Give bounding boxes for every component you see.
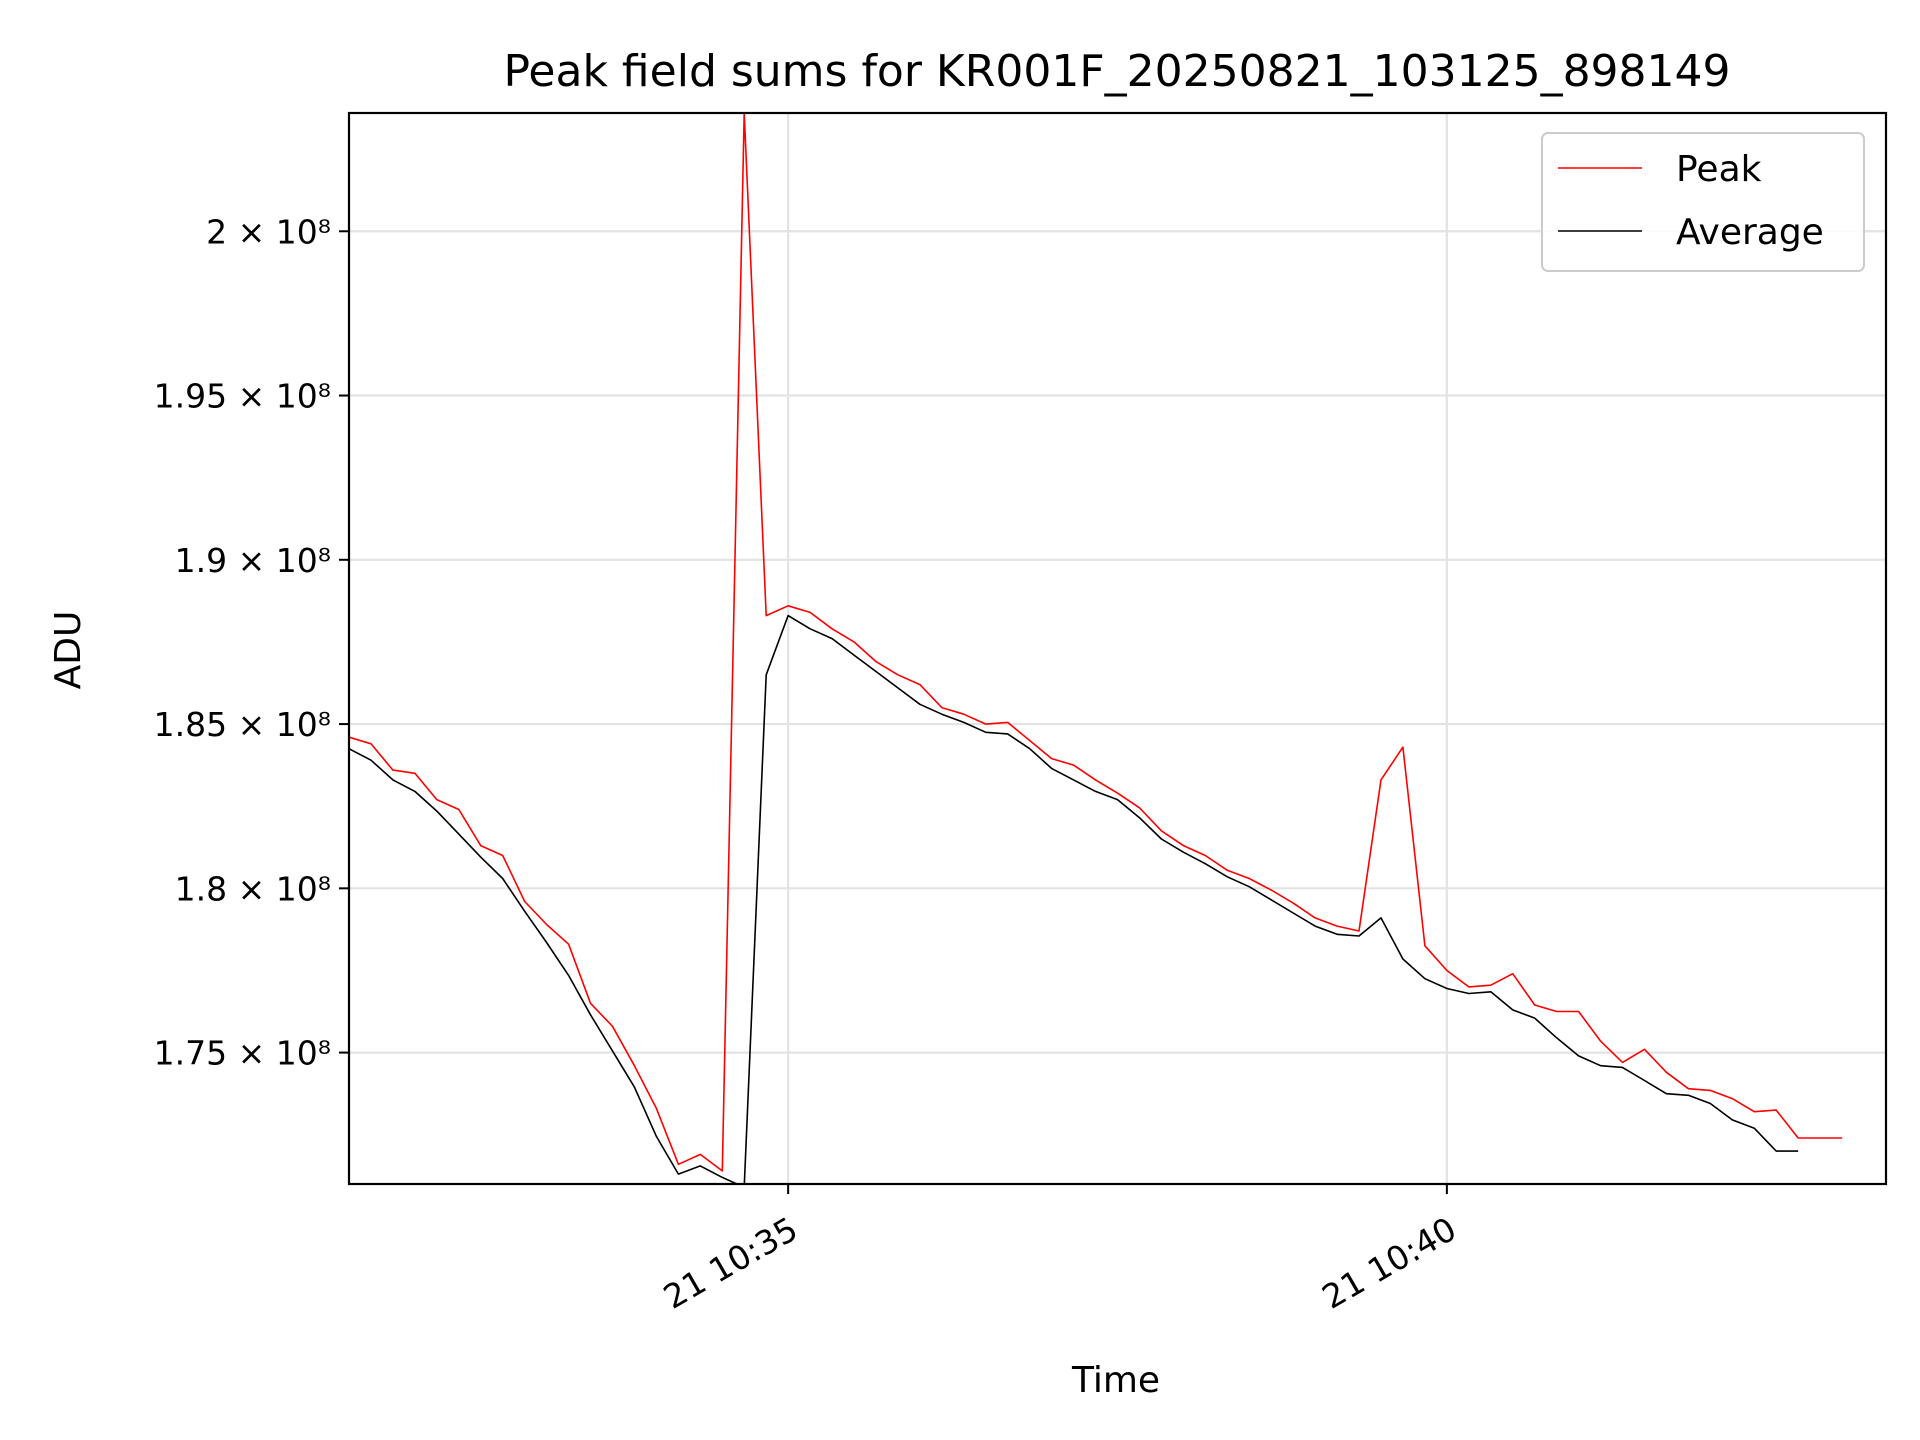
y-tick-label: 1.75 × 10⁸ (154, 1034, 331, 1073)
y-tick-label: 1.95 × 10⁸ (154, 377, 331, 416)
y-tick-label: 1.9 × 10⁸ (175, 541, 331, 580)
grid (349, 113, 1886, 1184)
series-layer (349, 113, 1843, 1184)
x-axis-title: Time (1071, 1360, 1160, 1401)
series-line-average (349, 614, 1799, 1184)
legend-label-peak: Peak (1676, 149, 1762, 190)
y-tick-label: 1.8 × 10⁸ (175, 869, 331, 908)
y-axis-title: ADU (48, 611, 89, 690)
series-line-peak (349, 113, 1843, 1172)
y-tick-label: 1.85 × 10⁸ (154, 705, 331, 744)
legend: Peak Average (1541, 132, 1865, 272)
chart-title: Peak field sums for KR001F_20250821_1031… (503, 46, 1730, 97)
y-tick-label: 2 × 10⁸ (206, 212, 331, 251)
legend-label-average: Average (1676, 212, 1824, 253)
plot-frame (347, 111, 1888, 1186)
y-axis: 1.75 × 10⁸ 1.8 × 10⁸ 1.85 × 10⁸ 1.9 × 10⁸ 1.… (154, 212, 349, 1073)
